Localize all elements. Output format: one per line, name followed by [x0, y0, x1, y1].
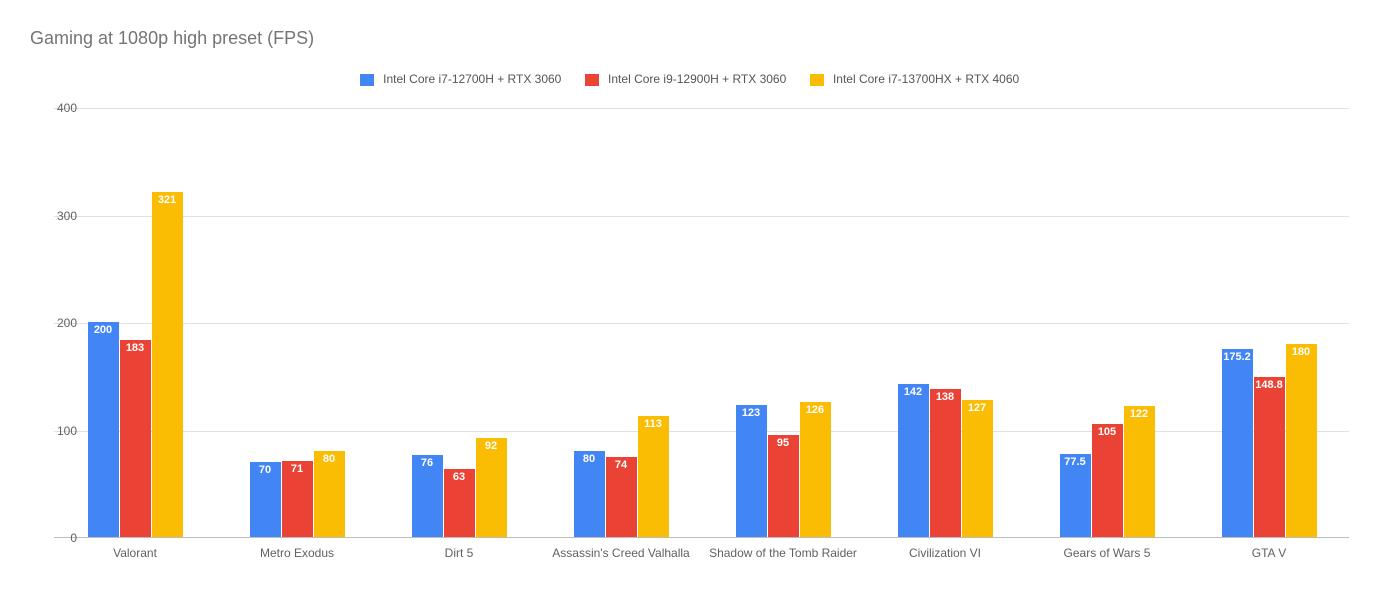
legend-item: Intel Core i7-13700HX + RTX 4060 [810, 72, 1020, 86]
legend-swatch [810, 74, 824, 86]
y-axis-label: 300 [37, 209, 77, 223]
legend-label: Intel Core i9-12900H + RTX 3060 [608, 72, 786, 86]
bar-value-label: 175.2 [1222, 351, 1253, 363]
y-axis-label: 200 [37, 316, 77, 330]
bar-value-label: 63 [444, 471, 475, 483]
bar-value-label: 74 [606, 459, 637, 471]
bar: 183 [120, 340, 151, 537]
bar: 321 [152, 192, 183, 537]
bar-value-label: 70 [250, 464, 281, 476]
fps-bar-chart: Gaming at 1080p high preset (FPS) Intel … [0, 0, 1379, 595]
gridline [54, 323, 1349, 324]
bar-value-label: 105 [1092, 426, 1123, 438]
gridline [54, 216, 1349, 217]
bar: 63 [444, 469, 475, 537]
bar-value-label: 71 [282, 463, 313, 475]
bar: 126 [800, 402, 831, 537]
bar-value-label: 321 [152, 194, 183, 206]
bar-value-label: 200 [88, 324, 119, 336]
bar-value-label: 80 [574, 453, 605, 465]
bar-value-label: 148.8 [1254, 379, 1285, 391]
bar: 80 [574, 451, 605, 537]
bar: 92 [476, 438, 507, 537]
bar: 138 [930, 389, 961, 537]
bar: 76 [412, 455, 443, 537]
legend-item: Intel Core i9-12900H + RTX 3060 [585, 72, 787, 86]
bar-value-label: 183 [120, 342, 151, 354]
bar-value-label: 92 [476, 440, 507, 452]
bar: 71 [282, 461, 313, 537]
bar: 122 [1124, 406, 1155, 537]
x-axis-label: GTA V [1169, 546, 1369, 560]
legend-label: Intel Core i7-12700H + RTX 3060 [383, 72, 561, 86]
plot-area: 2001833217071807663928074113123951261421… [54, 108, 1349, 538]
bar: 123 [736, 405, 767, 537]
bar: 74 [606, 457, 637, 537]
y-axis-label: 100 [37, 424, 77, 438]
bar-value-label: 76 [412, 457, 443, 469]
bar: 148.8 [1254, 377, 1285, 537]
bar-value-label: 123 [736, 407, 767, 419]
bar-value-label: 113 [638, 418, 669, 430]
bar: 200 [88, 322, 119, 537]
bar-value-label: 77.5 [1060, 456, 1091, 468]
bar-value-label: 80 [314, 453, 345, 465]
bar: 80 [314, 451, 345, 537]
bar: 113 [638, 416, 669, 537]
legend: Intel Core i7-12700H + RTX 3060 Intel Co… [0, 72, 1379, 86]
legend-swatch [360, 74, 374, 86]
bar-value-label: 127 [962, 402, 993, 414]
bar-value-label: 180 [1286, 346, 1317, 358]
y-axis-label: 400 [37, 101, 77, 115]
bar: 175.2 [1222, 349, 1253, 537]
bar-value-label: 95 [768, 437, 799, 449]
bar: 127 [962, 400, 993, 537]
gridline [54, 108, 1349, 109]
bar: 142 [898, 384, 929, 537]
y-axis-label: 0 [37, 531, 77, 545]
bar-value-label: 122 [1124, 408, 1155, 420]
gridline [54, 431, 1349, 432]
bar: 105 [1092, 424, 1123, 537]
bar: 70 [250, 462, 281, 537]
bar: 77.5 [1060, 454, 1091, 537]
bar: 180 [1286, 344, 1317, 538]
bar-value-label: 138 [930, 391, 961, 403]
legend-swatch [585, 74, 599, 86]
legend-label: Intel Core i7-13700HX + RTX 4060 [833, 72, 1019, 86]
bar-value-label: 126 [800, 404, 831, 416]
chart-title: Gaming at 1080p high preset (FPS) [30, 28, 314, 49]
bar-value-label: 142 [898, 386, 929, 398]
bar: 95 [768, 435, 799, 537]
legend-item: Intel Core i7-12700H + RTX 3060 [360, 72, 562, 86]
